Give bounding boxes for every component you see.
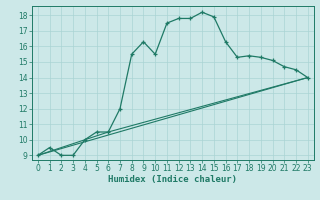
X-axis label: Humidex (Indice chaleur): Humidex (Indice chaleur) — [108, 175, 237, 184]
